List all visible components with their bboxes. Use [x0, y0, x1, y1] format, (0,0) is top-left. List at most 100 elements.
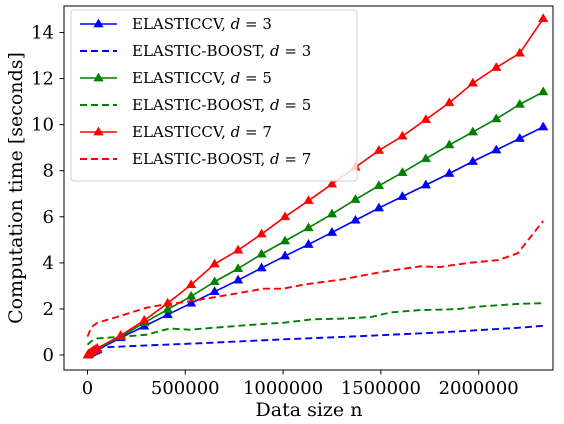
legend-math-rest-1: = 3	[280, 42, 312, 60]
data-point-series-2-point-10	[185, 290, 197, 300]
y-axis-label: Computation time [seconds]	[5, 52, 27, 324]
data-point-series-2-point-21	[444, 139, 455, 149]
data-point-series-4-point-10	[185, 279, 197, 289]
data-point-series-0-point-17	[350, 214, 361, 224]
data-point-series-4-point-18	[373, 145, 385, 154]
legend-math-var-4: d	[231, 123, 241, 141]
x-tick-label-0: 0	[82, 378, 93, 399]
data-point-series-2-point-17	[350, 194, 361, 203]
data-point-series-2-point-12	[232, 263, 244, 272]
y-tick-label-5: 10	[31, 115, 54, 136]
y-tick-label-1: 2	[43, 299, 54, 320]
data-point-series-2-point-19	[397, 167, 408, 176]
data-point-series-4-point-11	[209, 258, 220, 268]
data-point-series-2-point-23	[491, 113, 502, 123]
data-point-series-2-point-18	[373, 180, 385, 190]
y-tick-label-7: 14	[31, 22, 54, 43]
legend-math-var-0: d	[231, 15, 241, 33]
data-point-series-4-point-25	[538, 13, 549, 22]
data-point-series-4-point-13	[256, 228, 267, 238]
data-point-series-0-point-12	[232, 274, 244, 284]
y-tick-label-6: 12	[31, 69, 54, 90]
legend-math-var-3: d	[270, 96, 280, 114]
data-point-series-0-point-18	[373, 202, 385, 212]
tick-layer: 0 500000 1000000 1500000 2000000 0 2 4 6 8 10 12 14	[31, 22, 519, 399]
series-line-1	[86, 324, 544, 355]
legend-marker-series-0	[93, 18, 104, 28]
legend-box	[70, 9, 358, 182]
data-point-series-2-point-16	[326, 208, 338, 218]
x-tick-label-1: 500000	[151, 378, 220, 399]
data-point-series-4-point-16	[326, 178, 338, 188]
series-line-5	[86, 220, 544, 337]
x-tick-label-2: 1000000	[243, 378, 323, 399]
data-point-series-0-point-20	[420, 179, 432, 189]
data-point-series-0-point-13	[256, 262, 267, 272]
y-tick-label-3: 6	[43, 207, 54, 228]
legend-math-var-1: d	[270, 42, 280, 60]
legend-math-var-5: d	[270, 150, 280, 168]
legend-label-series-1: ELASTIC-BOOST, d = 3	[132, 42, 311, 60]
data-point-series-0-point-19	[397, 191, 408, 200]
data-point-series-2-point-22	[467, 126, 478, 136]
data-point-series-4-point-6	[92, 342, 103, 352]
data-point-series-2-point-24	[514, 98, 525, 108]
data-point-series-0-point-24	[514, 133, 525, 142]
data-point-series-4-point-24	[514, 47, 525, 57]
data-point-series-4-point-19	[397, 130, 408, 140]
legend-label-text-4: ELASTICCV,	[132, 123, 231, 141]
legend-math-rest-4: = 7	[240, 123, 272, 141]
data-point-series-2-point-13	[256, 248, 267, 258]
y-tick-label-2: 4	[43, 253, 54, 274]
legend-math-rest-0: = 3	[240, 15, 272, 33]
data-point-series-0-point-9	[162, 309, 173, 319]
legend-label-text-2: ELASTICCV,	[132, 69, 231, 87]
data-point-series-2-point-20	[420, 153, 432, 163]
plot-frame	[63, 5, 554, 371]
x-tick-label-4: 2000000	[439, 378, 519, 399]
legend-math-rest-5: = 7	[280, 150, 312, 168]
data-point-series-4-point-22	[467, 77, 478, 87]
data-point-series-0-point-21	[444, 168, 455, 177]
data-point-series-4-point-15	[303, 195, 314, 204]
data-point-series-0-point-11	[209, 286, 220, 295]
legend-marker-series-4	[93, 126, 104, 136]
legend-math-var-2: d	[231, 69, 241, 87]
data-point-series-4-point-14	[279, 211, 291, 221]
data-point-series-0-point-15	[303, 239, 314, 248]
legend-math-rest-3: = 5	[280, 96, 312, 114]
legend-label-text-3: ELASTIC-BOOST,	[132, 96, 270, 114]
data-point-series-4-point-7	[115, 330, 126, 339]
data-point-series-0-point-22	[467, 156, 478, 165]
data-point-series-4-point-23	[491, 62, 502, 71]
data-point-series-4-point-12	[232, 244, 244, 254]
data-point-series-4-point-20	[420, 114, 432, 123]
x-axis-label: Data size n	[256, 399, 363, 421]
legend-label-series-3: ELASTIC-BOOST, d = 5	[132, 96, 311, 114]
axes-layer	[63, 5, 554, 371]
legend-label-text-5: ELASTIC-BOOST,	[132, 150, 270, 168]
legend-label-series-0: ELASTICCV, d = 3	[132, 15, 272, 33]
legend-label-text-0: ELASTICCV,	[132, 15, 231, 33]
plot-layer	[82, 13, 549, 359]
data-point-series-2-point-14	[279, 235, 291, 245]
data-point-series-2-point-15	[303, 222, 314, 232]
y-tick-label-0: 0	[43, 345, 54, 366]
legend-marker-series-2	[93, 72, 104, 82]
data-point-series-4-point-21	[444, 97, 455, 107]
x-tick-label-3: 1500000	[341, 378, 421, 399]
data-point-series-0-point-25	[538, 121, 549, 131]
data-point-series-0-point-23	[491, 144, 502, 154]
data-point-series-2-point-9	[162, 303, 173, 313]
legend-math-rest-2: = 5	[240, 69, 272, 87]
data-point-series-2-point-11	[209, 276, 220, 286]
data-point-series-2-point-25	[538, 86, 549, 96]
legend-label-series-2: ELASTICCV, d = 5	[132, 69, 272, 87]
data-point-series-4-point-8	[139, 315, 150, 324]
data-point-series-0-point-16	[326, 227, 338, 236]
y-tick-label-4: 8	[43, 161, 54, 182]
legend-label-text-1: ELASTIC-BOOST,	[132, 42, 270, 60]
data-point-series-0-point-14	[279, 250, 291, 260]
